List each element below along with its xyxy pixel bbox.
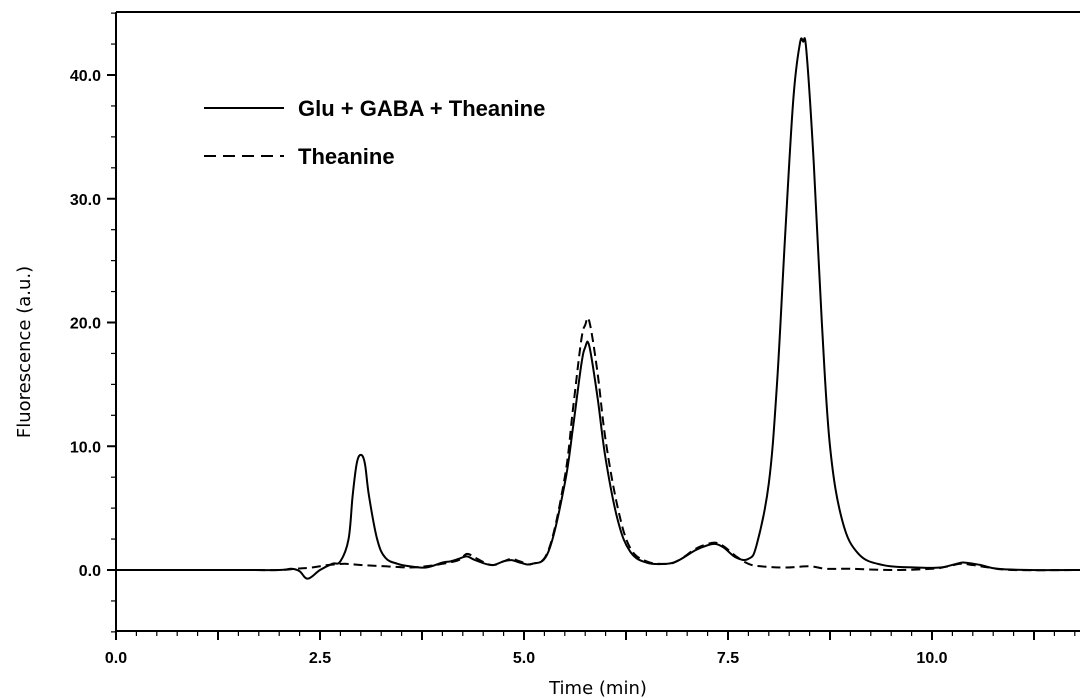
axis-ticks [107, 12, 1076, 640]
y-tick-label: 0.0 [79, 563, 101, 580]
tick-labels: 0.0 2.5 5.0 7.5 10.0 0.0 10.0 20.0 30.0 40.0 [70, 68, 948, 667]
y-axis-title: Fluorescence (a.u.) [14, 266, 35, 438]
y-tick-label: 10.0 [70, 439, 101, 456]
x-tick-label: 7.5 [717, 650, 739, 667]
x-axis-title: Time (min) [548, 678, 647, 698]
x-tick-label: 5.0 [513, 650, 535, 667]
y-tick-label: 30.0 [70, 192, 101, 209]
y-tick-label: 40.0 [70, 68, 101, 85]
x-tick-label: 10.0 [916, 650, 947, 667]
x-tick-label: 2.5 [309, 650, 331, 667]
x-tick-label: 0.0 [105, 650, 127, 667]
series-layer [116, 37, 1080, 580]
plot-frame [115, 11, 1080, 632]
series-line-theanine [116, 316, 1080, 572]
series-line-glu-gaba-theanine [116, 37, 1080, 580]
legend-label-theanine: Theanine [298, 144, 395, 169]
legend-label-glu-gaba-theanine: Glu + GABA + Theanine [298, 96, 545, 121]
legend: Glu + GABA + Theanine Theanine [204, 96, 545, 169]
y-tick-label: 20.0 [70, 316, 101, 333]
